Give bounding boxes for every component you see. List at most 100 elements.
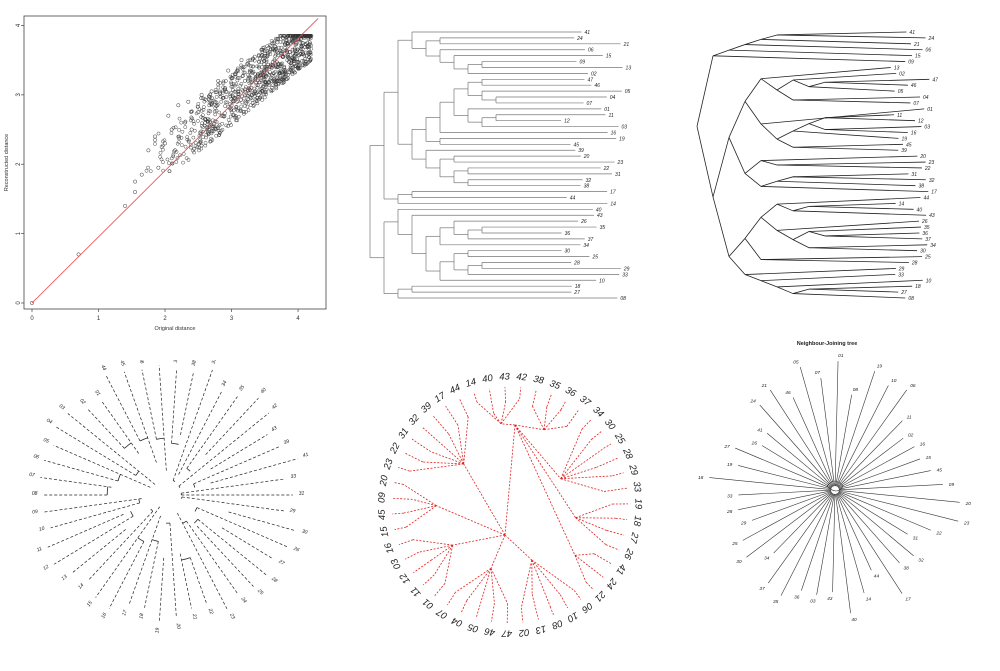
branch (576, 518, 607, 531)
branch (575, 555, 586, 582)
branch (825, 236, 922, 239)
tip-label: 45 (906, 142, 912, 148)
data-point (217, 79, 220, 82)
branch (410, 464, 464, 471)
data-point (241, 101, 244, 104)
data-point (247, 109, 250, 112)
branch-arc (152, 540, 158, 542)
data-point (153, 138, 156, 141)
tip-label: 32 (918, 558, 924, 564)
branch (476, 595, 483, 618)
tip-label: 34 (764, 555, 770, 561)
tip-label: 04 (45, 418, 53, 426)
branch (186, 521, 237, 594)
tip-label: 38 (904, 565, 910, 571)
tip-label: 26 (292, 545, 301, 553)
branch (88, 511, 153, 581)
tip-label: 41 (757, 427, 763, 433)
tip-label: 40 (260, 387, 268, 395)
branch (793, 294, 905, 298)
tip-label: 05 (898, 89, 904, 95)
data-point (221, 122, 224, 125)
branch (793, 147, 898, 150)
data-point (183, 121, 186, 124)
branch (458, 425, 464, 464)
data-point (160, 145, 163, 148)
tip-label: 31 (615, 172, 621, 178)
data-point (170, 131, 173, 134)
branch (533, 390, 537, 407)
tip-label: 19 (727, 462, 733, 468)
branch (576, 518, 606, 545)
tip-label: 30 (565, 249, 571, 255)
tip-label: 05 (42, 437, 50, 445)
tip-label: 23 (381, 457, 395, 472)
tip-label: 28 (573, 261, 580, 267)
tip-label: 33 (622, 272, 628, 278)
data-point (256, 86, 259, 89)
tip-label: 19 (619, 136, 625, 142)
tip-label: 45 (376, 508, 388, 520)
branch (532, 594, 538, 619)
branch (761, 217, 777, 230)
branch (793, 124, 809, 131)
branch (561, 467, 597, 478)
tip-label: 44 (570, 196, 576, 202)
x-tick-label: 2 (163, 316, 167, 322)
branch (762, 446, 831, 488)
branch (561, 479, 604, 492)
data-point (133, 190, 136, 193)
branch (836, 494, 851, 613)
data-point (214, 113, 217, 116)
tip-label: 03 (58, 403, 66, 411)
tip-label: 33 (727, 493, 733, 499)
tip-label: 02 (517, 626, 529, 638)
data-point (230, 111, 233, 114)
branch (761, 124, 777, 139)
data-point (196, 119, 199, 122)
branch (743, 492, 832, 540)
branch (793, 240, 809, 248)
y-axis-label: Reconstructed distance (4, 134, 10, 191)
tip-label: 27 (723, 444, 730, 450)
tip-label: 38 (191, 360, 198, 366)
branch (606, 545, 619, 550)
data-point (220, 100, 223, 103)
branch (745, 45, 923, 50)
data-point (186, 135, 189, 138)
branch (591, 431, 601, 439)
branch (40, 477, 111, 487)
tip-label: 20 (583, 154, 590, 160)
branch (423, 462, 464, 464)
branch (422, 427, 440, 443)
branch (544, 407, 547, 430)
data-point (283, 46, 286, 49)
branch (825, 82, 908, 85)
branch (745, 173, 761, 186)
branch (809, 245, 927, 248)
data-point (190, 128, 193, 131)
tip-label: 06 (33, 453, 40, 460)
branch (839, 484, 943, 489)
tip-label: 32 (407, 412, 423, 428)
branch (777, 139, 793, 147)
data-point (174, 126, 177, 129)
tip-label: 39 (901, 148, 907, 154)
data-point (160, 158, 163, 161)
tip-label: 33 (898, 272, 904, 278)
branch-arc (172, 443, 179, 444)
branch (88, 409, 125, 448)
branch (825, 130, 908, 133)
tip-label: 03 (810, 599, 816, 605)
branch-arc (182, 558, 191, 560)
tip-label: 20 (175, 622, 181, 629)
branch (837, 493, 902, 593)
tip-label: 36 (794, 594, 800, 600)
branch-arc (140, 438, 148, 441)
data-point (177, 104, 180, 107)
branch (596, 458, 618, 467)
branch (713, 137, 729, 197)
tip-label: 44 (448, 382, 462, 396)
